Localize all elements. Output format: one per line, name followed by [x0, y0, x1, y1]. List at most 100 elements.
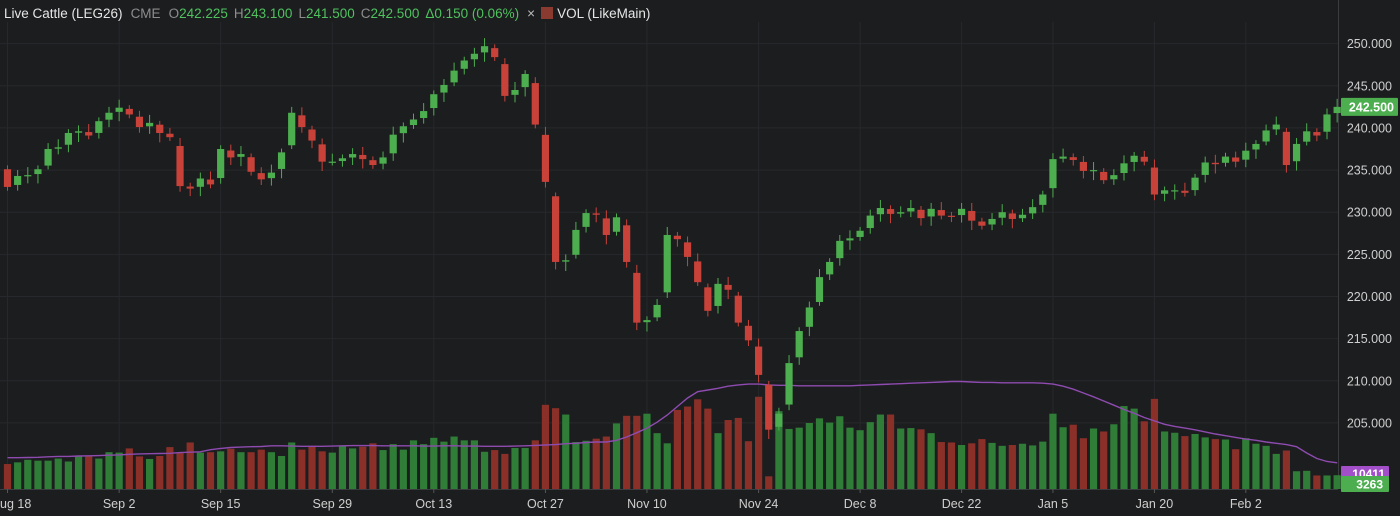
- volume-bar: [1282, 450, 1290, 489]
- candle-body: [653, 304, 661, 318]
- date-tick-label: Sep 29: [312, 497, 352, 511]
- date-tick-label: Sep 2: [103, 497, 136, 511]
- candle-body: [785, 363, 793, 405]
- candle-body: [318, 144, 326, 162]
- volume-bar: [947, 442, 956, 489]
- volume-bar: [44, 460, 52, 489]
- candle-body: [765, 384, 773, 430]
- instrument-title[interactable]: Live Cattle (LEG26): [4, 5, 123, 21]
- last-price-label: 242.500: [1349, 100, 1394, 114]
- price-tick-label: 235.000: [1347, 164, 1392, 178]
- candle-body: [846, 238, 854, 241]
- volume-bar: [1262, 445, 1270, 489]
- volume-bar: [338, 445, 347, 489]
- candle-body: [420, 111, 428, 118]
- candle-body: [440, 84, 448, 93]
- candle-body: [369, 160, 377, 166]
- volume-bar: [125, 448, 133, 489]
- volume-bar: [521, 447, 529, 489]
- volume-bar: [1008, 445, 1016, 489]
- volume-bar: [907, 428, 915, 489]
- candle-body: [125, 108, 133, 115]
- candle-body: [734, 295, 742, 323]
- candle-body: [470, 53, 478, 60]
- volume-bar: [755, 396, 763, 489]
- candle-body: [3, 169, 12, 187]
- candle-body: [876, 208, 884, 215]
- volume-bar: [795, 427, 803, 489]
- volume-study-label[interactable]: VOL (LikeMain): [557, 5, 651, 21]
- candle-body: [460, 60, 468, 69]
- volume-bar: [1292, 471, 1301, 489]
- candle-body: [1079, 161, 1087, 171]
- date-tick-label: Oct 27: [527, 497, 564, 511]
- candle-body: [602, 218, 610, 235]
- candle-body: [450, 70, 458, 83]
- volume-bar: [298, 449, 306, 489]
- volume-bar: [1161, 431, 1169, 489]
- date-tick-label: Sep 15: [201, 497, 241, 511]
- candle-body: [146, 122, 154, 127]
- volume-bar: [480, 451, 489, 489]
- volume-bar: [206, 452, 215, 489]
- volume-bar: [54, 458, 62, 489]
- candle-body: [298, 115, 306, 128]
- volume-bar: [968, 443, 976, 489]
- candle-body: [409, 119, 418, 126]
- volume-bar: [623, 415, 631, 489]
- candle-body: [643, 320, 651, 323]
- date-tick-label: Feb 2: [1230, 497, 1262, 511]
- candle-body: [815, 277, 824, 302]
- candle-body: [85, 132, 93, 136]
- candle-body: [34, 169, 42, 175]
- close-value: 242.500: [370, 5, 420, 21]
- price-tick-label: 240.000: [1347, 121, 1392, 135]
- candle-body: [1008, 213, 1016, 219]
- candle-body: [1333, 106, 1341, 114]
- volume-bar: [1069, 424, 1077, 489]
- candle-body: [744, 325, 753, 341]
- candle-body: [176, 145, 184, 187]
- high-key: H: [233, 5, 244, 21]
- candle-body: [947, 215, 956, 217]
- volume-bar: [511, 447, 519, 489]
- price-axis[interactable]: 250.000 245.000 240.000 235.000 230.000 225.0…: [1347, 37, 1392, 430]
- candle-body: [1029, 207, 1037, 214]
- volume-bar: [927, 433, 935, 489]
- volume-bar: [663, 443, 671, 489]
- close-icon[interactable]: ×: [527, 5, 536, 21]
- candle-body: [1292, 143, 1301, 162]
- volume-bar: [176, 453, 184, 489]
- volume-bar: [115, 452, 123, 489]
- date-axis[interactable]: ug 18 Sep 2 Sep 15 Sep 29 Oct 13 Oct 27 Nov 10…: [0, 489, 1262, 511]
- candle-body: [572, 229, 580, 255]
- volume-bar: [1211, 439, 1219, 489]
- price-tick-label: 230.000: [1347, 206, 1392, 220]
- price-tick-label: 225.000: [1347, 248, 1392, 262]
- candle-body: [1018, 214, 1027, 219]
- volume-bar: [886, 414, 895, 489]
- volume-bar: [673, 409, 681, 489]
- volume-bar: [1221, 439, 1230, 489]
- volume-bar: [1333, 475, 1341, 489]
- volume-bar: [1140, 421, 1148, 489]
- volume-bar: [1150, 398, 1159, 489]
- candle-body: [927, 208, 935, 217]
- candle-body: [795, 331, 803, 358]
- volume-bar: [612, 423, 621, 489]
- candle-body: [1303, 131, 1311, 142]
- candle-body: [511, 90, 519, 95]
- volume-bar: [1079, 438, 1087, 489]
- candle-body: [277, 152, 286, 169]
- candle-body: [1272, 124, 1280, 130]
- volume-bar: [237, 452, 245, 489]
- volume-bar: [602, 436, 610, 489]
- candle-body: [562, 260, 570, 262]
- last-price-tag: [1341, 97, 1398, 116]
- volume-bar: [501, 453, 509, 489]
- volume-bar: [257, 449, 265, 489]
- volume-bar: [744, 441, 753, 489]
- volume-bar: [227, 448, 235, 489]
- volume-bar: [1049, 413, 1057, 489]
